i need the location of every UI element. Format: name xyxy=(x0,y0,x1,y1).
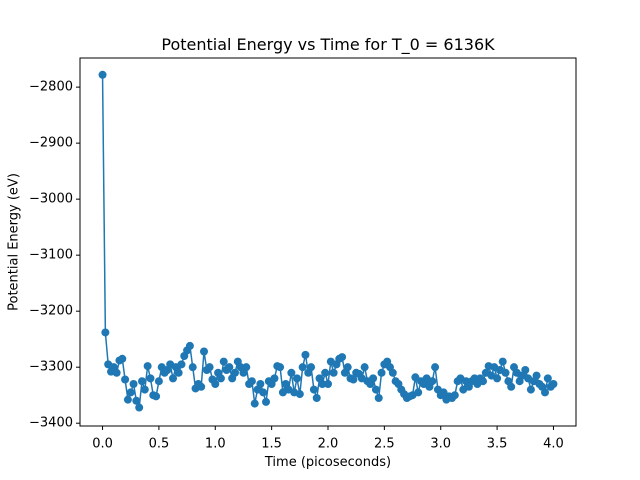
y-tick-label: −3300 xyxy=(29,360,73,375)
data-point xyxy=(507,382,516,391)
data-point xyxy=(369,374,378,383)
data-point xyxy=(411,373,420,382)
data-point xyxy=(543,374,552,383)
data-point xyxy=(242,363,251,372)
data-point xyxy=(298,363,307,372)
data-point xyxy=(349,375,358,384)
y-tick-label: −3400 xyxy=(29,416,73,431)
data-point xyxy=(98,70,107,79)
x-tick-label: 2.0 xyxy=(318,437,339,452)
data-point xyxy=(169,374,177,383)
data-point xyxy=(231,368,239,377)
data-point xyxy=(140,385,149,394)
data-point xyxy=(154,377,163,386)
data-point xyxy=(174,368,183,377)
data-point xyxy=(188,363,197,372)
x-axis-label: Time (picoseconds) xyxy=(264,455,391,470)
data-point xyxy=(270,374,279,383)
x-tick-label: 2.5 xyxy=(374,437,395,452)
data-point xyxy=(250,399,259,408)
data-point xyxy=(197,382,206,391)
data-point xyxy=(143,362,152,371)
x-tick-label: 3.5 xyxy=(487,437,508,452)
data-point xyxy=(532,371,541,380)
y-tick-label: −2800 xyxy=(29,80,73,95)
data-point xyxy=(129,379,138,388)
data-point xyxy=(541,388,549,397)
data-point xyxy=(132,396,141,405)
data-point xyxy=(309,385,318,394)
data-point xyxy=(526,385,535,394)
data-point xyxy=(343,363,352,372)
data-point xyxy=(428,377,437,386)
data-point xyxy=(126,388,135,397)
data-point xyxy=(439,388,448,397)
data-point xyxy=(262,397,270,406)
data-point xyxy=(295,390,304,399)
y-tick-label: −3000 xyxy=(29,192,73,207)
data-point xyxy=(388,368,397,377)
data-point xyxy=(138,377,146,386)
data-point xyxy=(414,388,423,397)
data-point xyxy=(301,350,310,359)
data-point xyxy=(307,363,316,372)
x-tick-label: 0.5 xyxy=(149,437,170,452)
data-point xyxy=(256,379,265,388)
data-point xyxy=(276,363,285,372)
data-point xyxy=(219,357,228,366)
data-point xyxy=(318,379,327,388)
data-line xyxy=(101,74,554,408)
y-tick-label: −2900 xyxy=(29,136,73,151)
data-point xyxy=(338,353,347,362)
data-point xyxy=(371,385,380,394)
data-point xyxy=(121,375,130,384)
x-tick-label: 1.0 xyxy=(205,437,226,452)
data-point xyxy=(501,368,510,377)
y-tick-label: −3200 xyxy=(29,304,73,319)
data-point xyxy=(200,347,208,356)
y-axis-label: Potential Energy (eV) xyxy=(7,173,22,311)
data-point xyxy=(152,392,161,401)
data-point xyxy=(247,377,256,386)
x-tick-label: 0.0 xyxy=(92,437,113,452)
x-tick-label: 1.5 xyxy=(261,437,282,452)
data-point xyxy=(293,374,301,383)
data-point xyxy=(479,377,487,386)
data-point xyxy=(101,328,110,337)
data-point xyxy=(324,379,332,388)
data-point xyxy=(177,360,186,369)
plot-frame xyxy=(79,57,577,427)
data-point xyxy=(321,368,330,377)
data-point xyxy=(135,403,144,412)
data-point xyxy=(450,391,459,400)
data-point xyxy=(112,368,121,377)
data-point xyxy=(549,379,558,388)
data-point xyxy=(431,363,440,372)
x-tick-label: 3.0 xyxy=(430,437,451,452)
data-point xyxy=(521,365,530,374)
data-point xyxy=(146,374,155,383)
chart-title: Potential Energy vs Time for T_0 = 6136K xyxy=(161,35,495,55)
data-point xyxy=(374,393,383,402)
data-point xyxy=(377,368,386,377)
x-tick-label: 4.0 xyxy=(543,437,564,452)
data-point xyxy=(287,368,296,377)
data-point xyxy=(498,357,507,366)
data-point xyxy=(211,379,220,388)
data-point xyxy=(329,368,338,377)
data-point xyxy=(123,395,132,404)
y-tick-label: −3100 xyxy=(29,248,73,263)
data-point xyxy=(216,374,225,383)
data-point xyxy=(225,363,234,372)
data-point xyxy=(185,341,194,350)
data-point xyxy=(205,363,214,372)
data-point xyxy=(312,393,321,402)
data-point xyxy=(360,363,369,372)
data-point xyxy=(493,374,502,383)
data-point xyxy=(118,354,127,363)
data-point xyxy=(259,388,268,397)
